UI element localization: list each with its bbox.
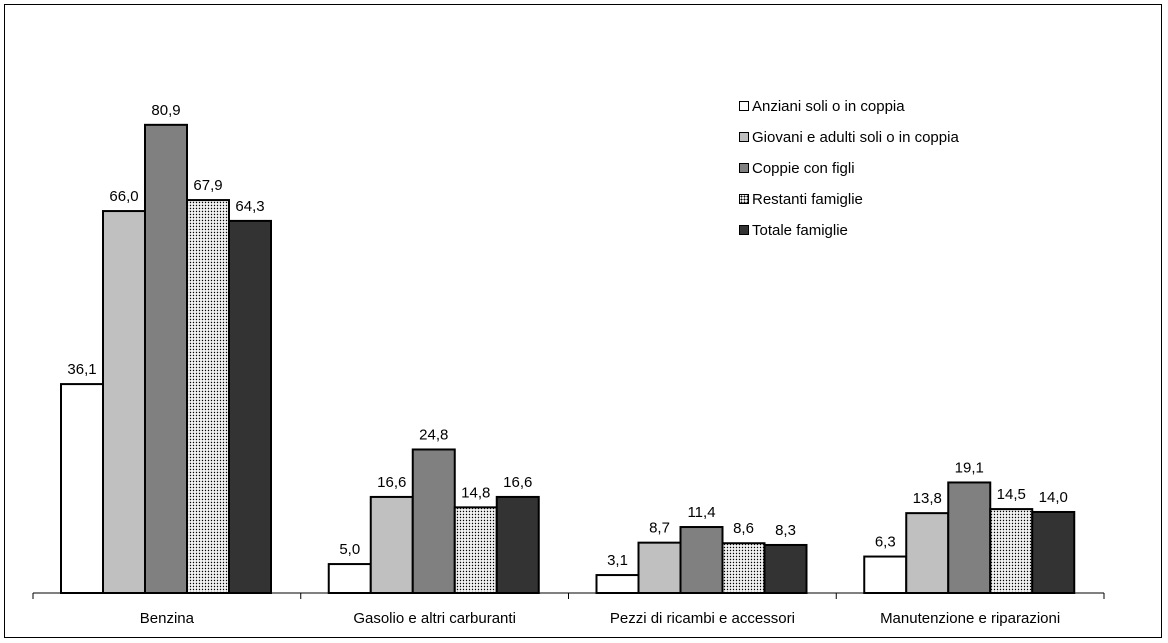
legend-swatch — [739, 132, 749, 142]
bar — [327, 563, 372, 595]
legend-item: Coppie con figli — [739, 158, 959, 178]
category-label: Pezzi di ricambi e accessori — [610, 610, 795, 627]
bar — [228, 219, 272, 594]
bar — [1031, 510, 1076, 594]
bar — [102, 210, 146, 594]
bar — [411, 448, 456, 594]
category-label: Manutenzione e riparazioni — [880, 610, 1060, 627]
value-label: 67,9 — [193, 177, 222, 194]
value-label: 6,3 — [875, 534, 896, 551]
category-label: Benzina — [140, 610, 195, 627]
value-label: 80,9 — [151, 102, 180, 119]
bar — [495, 495, 540, 594]
bar — [763, 543, 808, 594]
legend-item: Giovani e adulti soli o in coppia — [739, 127, 959, 147]
legend-swatch — [739, 194, 749, 204]
value-label: 14,5 — [997, 486, 1026, 503]
bar — [721, 542, 766, 595]
bar — [905, 512, 950, 595]
value-label: 64,3 — [235, 198, 264, 215]
value-label: 24,8 — [419, 426, 448, 443]
value-label: 8,6 — [733, 520, 754, 537]
value-labels-group: 36,1 66,0 80,9 67,9 64,3 5,0 16,6 24,8 14,8 16,6 3… — [67, 102, 1067, 569]
legend-label: Totale famiglie — [752, 221, 848, 239]
bar — [679, 526, 724, 594]
legend-label: Coppie con figli — [752, 159, 855, 177]
value-label: 16,6 — [377, 474, 406, 491]
value-label: 14,0 — [1039, 489, 1068, 506]
bars-group — [60, 123, 1076, 595]
bar — [863, 555, 908, 594]
value-label: 13,8 — [913, 490, 942, 507]
bar — [637, 541, 682, 594]
legend-swatch — [739, 225, 749, 235]
value-label: 19,1 — [955, 459, 984, 476]
category-label: Gasolio e altri carburanti — [353, 610, 516, 627]
value-label: 8,7 — [649, 520, 670, 537]
x-axis: Benzina Gasolio e altri carburanti Pezzi d… — [32, 592, 1105, 627]
bar — [369, 495, 414, 594]
bar — [595, 574, 640, 595]
value-label: 66,0 — [109, 188, 138, 205]
legend-label: Anziani soli o in coppia — [752, 97, 905, 115]
legend-swatch — [739, 101, 749, 111]
legend-item: Anziani soli o in coppia — [739, 96, 959, 116]
legend-swatch — [739, 163, 749, 173]
value-label: 36,1 — [67, 361, 96, 378]
bar — [60, 383, 104, 594]
bar — [947, 481, 992, 594]
bar — [144, 123, 188, 595]
legend-label: Giovani e adulti soli o in coppia — [752, 128, 959, 146]
bar — [453, 506, 498, 594]
bar — [186, 199, 230, 594]
value-label: 5,0 — [339, 541, 360, 558]
value-label: 3,1 — [607, 552, 628, 569]
legend-item: Totale famiglie — [739, 220, 959, 240]
value-label: 11,4 — [687, 504, 715, 521]
legend-item: Restanti famiglie — [739, 189, 959, 209]
value-label: 8,3 — [775, 522, 796, 539]
value-label: 14,8 — [461, 484, 490, 501]
value-label: 16,6 — [503, 474, 532, 491]
legend: Anziani soli o in coppia Giovani e adult… — [739, 96, 959, 251]
legend-label: Restanti famiglie — [752, 190, 863, 208]
bar — [989, 508, 1034, 594]
